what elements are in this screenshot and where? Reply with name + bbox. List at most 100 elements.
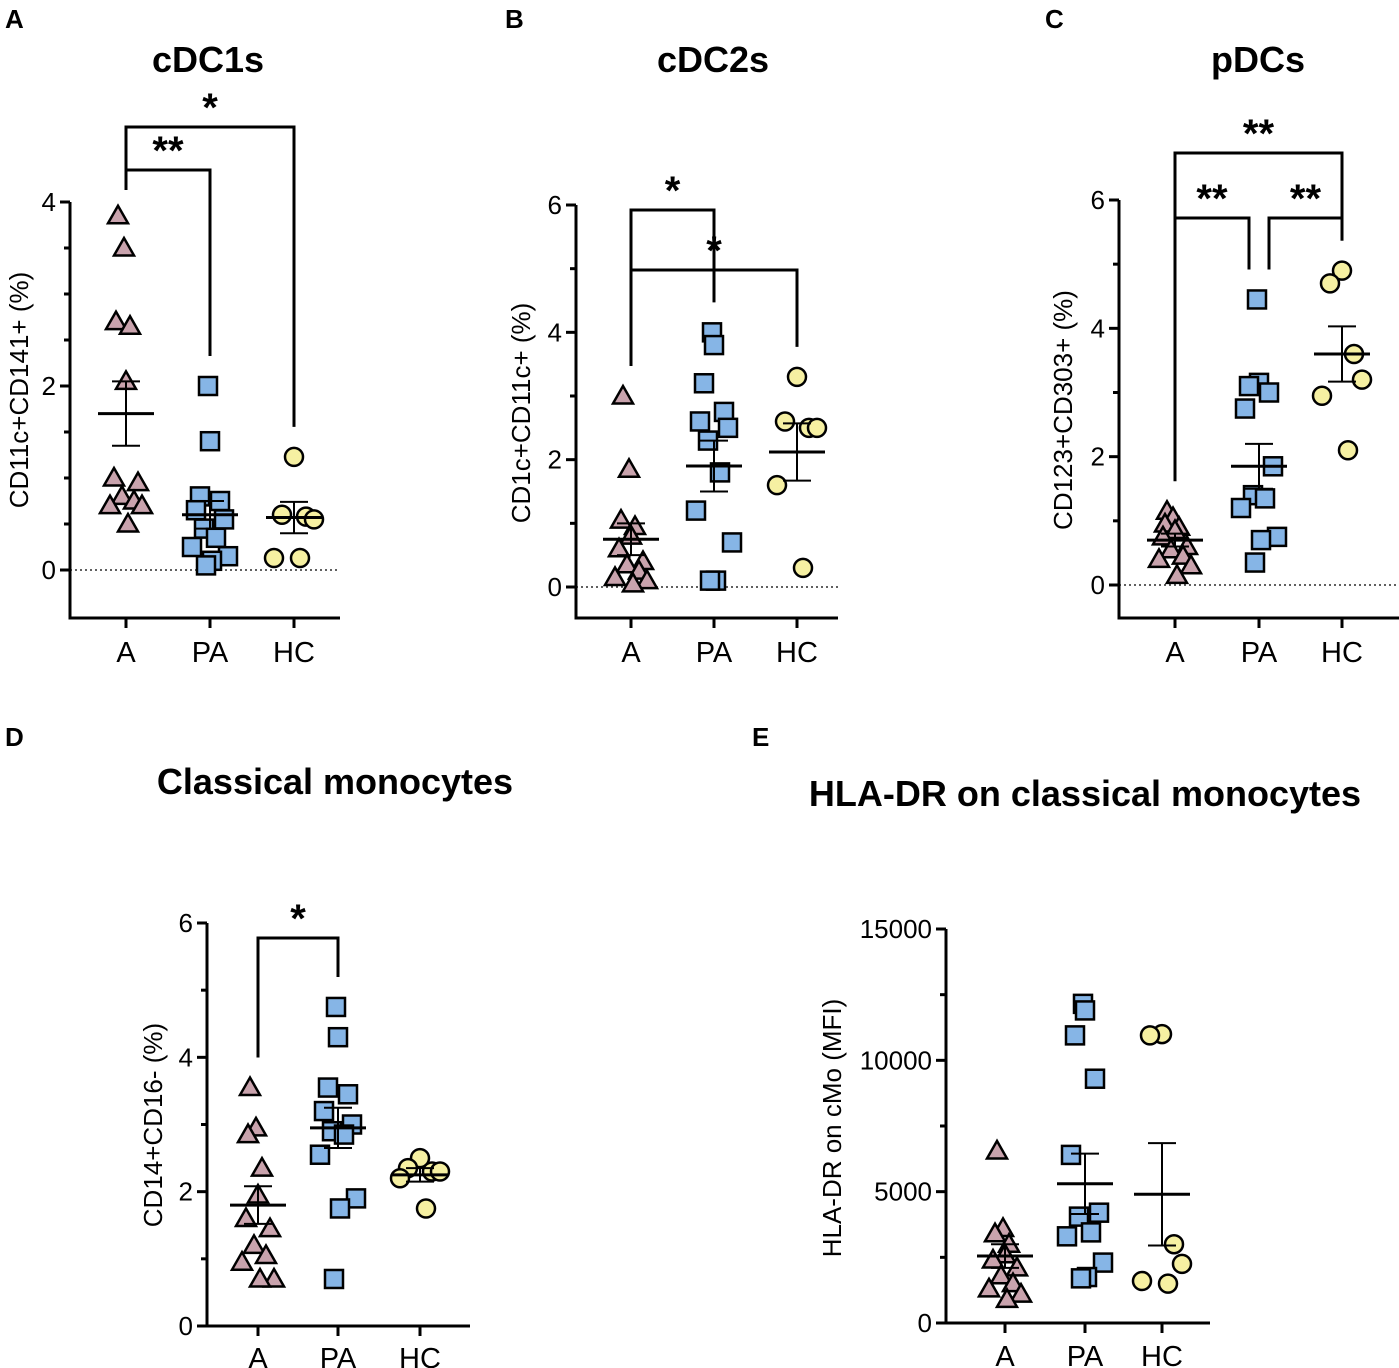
data-point-a bbox=[111, 235, 137, 257]
data-point-a bbox=[1004, 1255, 1030, 1277]
y-axis-label: CD11c+CD141+ (%) bbox=[4, 272, 34, 509]
significance-label: * bbox=[202, 86, 218, 130]
y-tick-label: 0 bbox=[179, 1311, 193, 1341]
data-point-a bbox=[97, 493, 123, 515]
x-category-label: HC bbox=[273, 637, 315, 669]
data-point-pa bbox=[721, 532, 743, 553]
x-category-label: A bbox=[1165, 637, 1185, 669]
data-point-a bbox=[984, 1138, 1010, 1160]
data-point-pa bbox=[205, 527, 227, 549]
significance-bracket bbox=[1173, 216, 1251, 482]
y-tick-label: 2 bbox=[179, 1177, 193, 1207]
x-category-label: PA bbox=[1067, 1341, 1104, 1368]
data-point-pa bbox=[197, 375, 219, 397]
y-axis-label: CD14+CD16- (%) bbox=[138, 1023, 168, 1227]
y-tick-label: 2 bbox=[42, 371, 56, 401]
data-point-hc bbox=[415, 1198, 437, 1219]
data-point-pa bbox=[1064, 1025, 1086, 1046]
data-point-pa bbox=[325, 996, 347, 1018]
data-point-a bbox=[620, 571, 646, 593]
data-point-a bbox=[1146, 546, 1172, 569]
significance-label: * bbox=[665, 169, 681, 213]
data-point-a bbox=[606, 536, 632, 558]
data-point-hc bbox=[263, 547, 285, 569]
data-point-hc bbox=[283, 446, 305, 468]
data-point-pa bbox=[313, 1100, 335, 1122]
data-point-hc bbox=[389, 1167, 411, 1189]
data-point-pa bbox=[1074, 1000, 1096, 1021]
data-point-a bbox=[614, 552, 640, 574]
data-point-a bbox=[129, 493, 155, 515]
x-category-label: HC bbox=[399, 1343, 441, 1368]
data-point-hc bbox=[766, 474, 788, 496]
data-point-a bbox=[229, 1249, 255, 1271]
panel-letter: A bbox=[5, 4, 24, 34]
data-point-a bbox=[247, 1266, 273, 1288]
data-point-a bbox=[249, 1155, 275, 1177]
y-tick-label: 10000 bbox=[860, 1045, 932, 1075]
data-point-pa bbox=[1080, 1222, 1102, 1243]
data-point-hc bbox=[429, 1161, 451, 1182]
panel-letter: E bbox=[752, 722, 769, 752]
data-point-hc bbox=[786, 366, 808, 388]
significance-bracket bbox=[629, 268, 799, 366]
x-category-label: HC bbox=[1141, 1341, 1183, 1368]
data-point-a bbox=[233, 1206, 259, 1228]
data-point-pa bbox=[703, 334, 725, 356]
data-point-pa bbox=[699, 570, 721, 591]
y-tick-label: 0 bbox=[548, 572, 562, 602]
y-axis-label: CD123+CD303+ (%) bbox=[1048, 290, 1078, 530]
data-point-pa bbox=[1246, 289, 1268, 310]
y-tick-label: 0 bbox=[1091, 570, 1105, 600]
chart-title: Classical monocytes bbox=[157, 761, 513, 802]
data-point-a bbox=[101, 465, 127, 487]
chart-title: HLA-DR on classical monocytes bbox=[809, 773, 1361, 814]
data-point-a bbox=[261, 1266, 287, 1288]
data-point-hc bbox=[1319, 273, 1341, 294]
y-tick-label: 0 bbox=[42, 555, 56, 585]
y-tick-label: 6 bbox=[1091, 185, 1105, 215]
data-point-a bbox=[257, 1216, 283, 1238]
data-point-pa bbox=[1250, 529, 1272, 551]
data-point-pa bbox=[1238, 375, 1260, 397]
y-tick-label: 15000 bbox=[860, 914, 932, 944]
data-point-a bbox=[1158, 537, 1184, 559]
significance-bracket bbox=[1267, 216, 1344, 270]
data-point-a bbox=[602, 564, 628, 587]
x-category-label: A bbox=[248, 1343, 268, 1368]
data-point-pa bbox=[323, 1268, 345, 1290]
data-point-hc bbox=[774, 411, 796, 432]
data-point-a bbox=[237, 1075, 263, 1097]
data-point-a bbox=[988, 1263, 1014, 1285]
data-point-a bbox=[253, 1242, 279, 1265]
data-point-a bbox=[117, 313, 143, 335]
data-point-a bbox=[976, 1276, 1002, 1298]
data-point-a bbox=[616, 456, 642, 478]
y-axis-label: HLA-DR on cMo (MFI) bbox=[817, 999, 847, 1258]
data-point-a bbox=[1164, 562, 1190, 585]
panel-letter: C bbox=[1045, 4, 1064, 34]
data-point-a bbox=[1178, 553, 1204, 575]
y-tick-label: 6 bbox=[548, 190, 562, 220]
data-point-pa bbox=[709, 462, 731, 483]
x-category-label: PA bbox=[1241, 637, 1278, 669]
y-tick-label: 6 bbox=[179, 908, 193, 938]
x-category-label: PA bbox=[696, 637, 733, 669]
panel-letter: D bbox=[5, 722, 24, 752]
x-category-label: HC bbox=[1321, 637, 1363, 669]
significance-label: * bbox=[706, 229, 722, 273]
data-point-pa bbox=[717, 417, 739, 439]
data-point-pa bbox=[327, 1026, 349, 1048]
data-point-a bbox=[982, 1221, 1008, 1243]
data-point-pa bbox=[309, 1144, 331, 1165]
data-point-pa bbox=[685, 500, 707, 521]
data-point-hc bbox=[1157, 1273, 1179, 1294]
y-tick-label: 5000 bbox=[874, 1177, 932, 1207]
x-category-label: PA bbox=[192, 637, 229, 669]
data-point-a bbox=[235, 1122, 261, 1144]
data-point-pa bbox=[185, 499, 207, 521]
data-point-hc bbox=[271, 504, 293, 526]
x-category-label: A bbox=[621, 637, 641, 669]
